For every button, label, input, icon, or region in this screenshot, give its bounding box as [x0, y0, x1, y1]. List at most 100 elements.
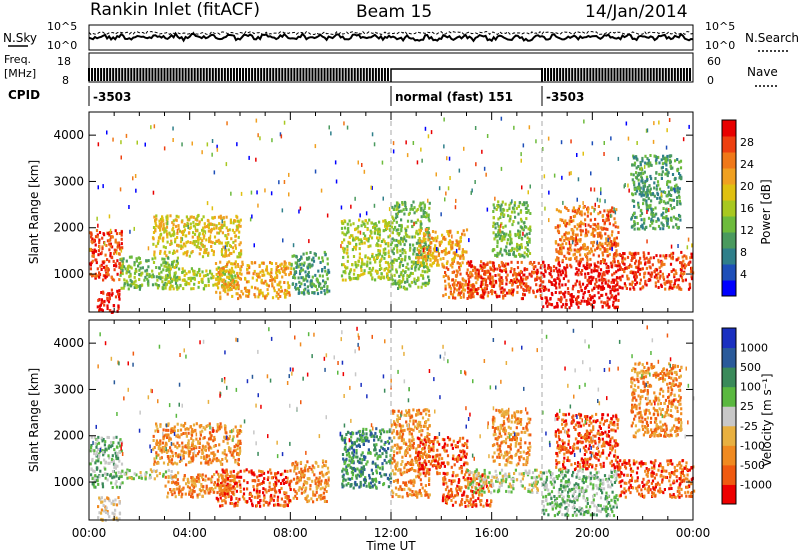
heatmap-cell: [188, 231, 191, 235]
heatmap-cell: [414, 268, 417, 272]
heatmap-cell: [532, 270, 536, 274]
heatmap-cell: [284, 261, 287, 265]
heatmap-cell: [451, 271, 454, 274]
heatmap-cell: [308, 239, 310, 244]
heatmap-cell: [167, 462, 170, 466]
heatmap-cell: [614, 264, 617, 268]
heatmap-cell: [293, 272, 296, 276]
heatmap-cell: [223, 278, 226, 282]
heatmap-cell: [471, 283, 474, 287]
heatmap-cell: [203, 251, 206, 255]
heatmap-cell: [103, 241, 106, 246]
heatmap-cell: [680, 271, 683, 275]
heatmap-cell: [308, 256, 311, 260]
heatmap-cell: [230, 252, 233, 255]
heatmap-cell: [135, 269, 138, 273]
heatmap-cell: [295, 265, 298, 269]
heatmap-cell: [599, 260, 603, 263]
heatmap-cell: [600, 285, 603, 289]
heatmap-cell: [556, 224, 560, 228]
heatmap-cell: [223, 223, 226, 227]
heatmap-cell: [108, 292, 111, 296]
heatmap-cell: [536, 268, 539, 272]
heatmap-cell: [576, 242, 579, 245]
heatmap-cell: [539, 277, 542, 281]
heatmap-cell: [402, 277, 405, 281]
heatmap-cell: [236, 142, 238, 147]
heatmap-cell: [557, 260, 561, 264]
heatmap-cell: [592, 244, 595, 248]
heatmap-cell: [398, 224, 401, 228]
heatmap-cell: [673, 275, 676, 279]
heatmap-cell: [406, 219, 410, 223]
heatmap-cell: [362, 222, 365, 226]
heatmap-cell: [639, 163, 642, 167]
heatmap-cell: [384, 224, 387, 228]
heatmap-cell: [377, 249, 380, 252]
heatmap-cell: [424, 237, 427, 241]
heatmap-cell: [437, 263, 440, 267]
heatmap-cell: [97, 185, 99, 190]
heatmap-cell: [435, 249, 438, 253]
heatmap-cell: [294, 287, 298, 291]
heatmap-cell: [635, 189, 638, 193]
heatmap-cell: [238, 294, 241, 298]
heatmap-cell: [221, 283, 224, 287]
heatmap-cell: [471, 285, 474, 289]
heatmap-cell: [96, 454, 99, 458]
heatmap-cell: [112, 137, 114, 142]
heatmap-cell: [641, 191, 644, 195]
heatmap-cell: [183, 224, 186, 228]
nave-label: Nave: [747, 65, 778, 79]
heatmap-cell: [176, 231, 179, 235]
heatmap-cell: [513, 203, 516, 207]
heatmap-cell: [512, 220, 515, 223]
heatmap-cell: [666, 154, 669, 158]
heatmap-cell: [669, 160, 672, 164]
heatmap-cell: [529, 212, 532, 215]
heatmap-cell: [560, 246, 563, 249]
heatmap-cell: [590, 171, 592, 176]
heatmap-cell: [434, 258, 438, 262]
heatmap-cell: [246, 267, 249, 271]
heatmap-cell: [166, 235, 169, 239]
heatmap-cell: [196, 215, 199, 219]
heatmap-cell: [649, 278, 652, 282]
heatmap-cell: [275, 262, 278, 266]
heatmap-cell: [174, 271, 177, 275]
heatmap-cell: [409, 207, 412, 211]
heatmap-cell: [234, 239, 237, 243]
heatmap-cell: [110, 276, 113, 279]
heatmap-cell: [513, 125, 515, 130]
heatmap-cell: [445, 262, 449, 265]
heatmap-cell: [258, 265, 261, 268]
heatmap-cell: [168, 250, 171, 254]
heatmap-cell: [610, 240, 613, 243]
heatmap-cell: [252, 272, 255, 276]
heatmap-cell: [381, 254, 384, 258]
heatmap-cell: [651, 215, 654, 218]
heatmap-cell: [603, 258, 606, 262]
heatmap-cell: [663, 281, 666, 285]
heatmap-cell: [494, 253, 497, 257]
heatmap-cell: [604, 232, 607, 236]
heatmap-cell: [413, 277, 416, 281]
heatmap-cell: [379, 264, 382, 268]
heatmap-cell: [178, 267, 181, 271]
heatmap-cell: [595, 264, 598, 268]
heatmap-cell: [97, 142, 100, 147]
heatmap-cell: [568, 252, 571, 256]
heatmap-cell: [340, 274, 344, 278]
heatmap-cell: [148, 273, 151, 277]
heatmap-cell: [354, 261, 357, 264]
heatmap-cell: [428, 252, 431, 256]
heatmap-cell: [436, 235, 439, 240]
heatmap-cell: [93, 248, 96, 252]
heatmap-cell: [353, 245, 356, 249]
heatmap-cell: [660, 177, 663, 180]
heatmap-cell: [350, 204, 352, 209]
heatmap-cell: [485, 172, 487, 177]
heatmap-cell: [428, 219, 431, 223]
heatmap-cell: [200, 448, 203, 452]
heatmap-cell: [89, 247, 91, 252]
